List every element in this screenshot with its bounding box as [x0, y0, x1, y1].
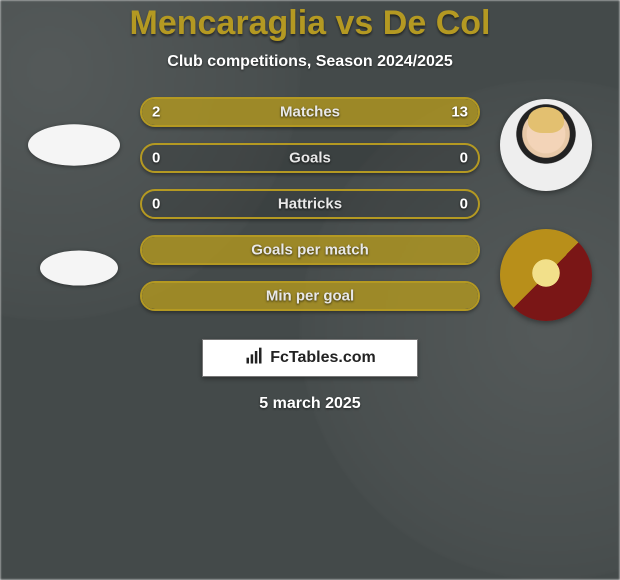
player-photo-left [28, 124, 120, 165]
player-photo-right [500, 99, 592, 191]
title-player-right: De Col [383, 4, 491, 42]
main-content: Mencaraglia vs De Col Club competitions,… [0, 0, 620, 413]
stat-fill-right [186, 99, 478, 125]
stat-value-right: 0 [460, 196, 468, 213]
stat-label: Goals [142, 150, 478, 167]
comparison-panel: 213Matches00Goals00HattricksGoals per ma… [0, 97, 620, 321]
title-player-left: Mencaraglia [130, 4, 327, 42]
stat-bar: 0 0Goals [140, 143, 480, 173]
subtitle: Club competitions, Season 2024/2025 [0, 53, 620, 71]
stat-value-left: 0 [152, 196, 160, 213]
title-vs: vs [336, 4, 374, 42]
stat-label: Hattricks [142, 196, 478, 213]
footer-date: 5 march 2025 [0, 395, 620, 413]
stat-bar: Goals per match [140, 235, 480, 265]
stat-value-right: 0 [460, 150, 468, 167]
club-badge-left [40, 250, 118, 285]
stats-bars: 213Matches00Goals00HattricksGoals per ma… [140, 97, 480, 311]
stat-bar: Min per goal [140, 281, 480, 311]
stat-value-left: 2 [152, 104, 160, 121]
bar-chart-icon [244, 346, 264, 371]
brand-attribution[interactable]: FcTables.com [202, 339, 418, 377]
right-side [494, 97, 598, 321]
brand-text: FcTables.com [270, 349, 376, 367]
stat-value-right: 13 [451, 104, 468, 121]
stat-fill-full [142, 237, 478, 263]
left-side [22, 97, 126, 307]
club-badge-right [500, 229, 592, 321]
stat-bar: 0 0Hattricks [140, 189, 480, 219]
stat-value-left: 0 [152, 150, 160, 167]
comparison-title: Mencaraglia vs De Col [0, 4, 620, 43]
stat-fill-left [142, 99, 186, 125]
stat-bar: 213Matches [140, 97, 480, 127]
stat-fill-full [142, 283, 478, 309]
